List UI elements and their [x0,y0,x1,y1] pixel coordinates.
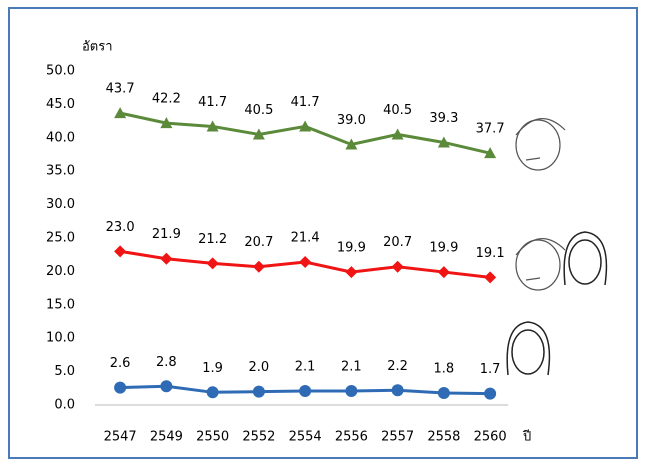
marker [114,245,127,258]
marker [484,271,497,284]
marker [252,128,265,140]
marker [299,384,312,397]
x-tick-label: 2552 [242,430,275,445]
marker [206,386,219,399]
marker [437,136,450,148]
data-label: 2.1 [295,359,316,374]
y-tick-label: 20.0 [46,264,75,279]
data-label: 21.2 [198,232,227,247]
icon-woman [506,231,608,376]
y-tick-label: 40.0 [46,130,75,145]
marker [252,385,265,398]
data-label: 1.8 [434,361,455,376]
data-label: 1.9 [202,361,223,376]
data-label: 19.9 [337,241,366,256]
marker [345,138,358,150]
marker [206,257,219,270]
data-label: 2.8 [156,355,177,370]
marker [299,256,312,269]
y-tick-label: 30.0 [46,197,75,212]
marker [484,387,497,400]
y-tick-label: 25.0 [46,231,75,246]
marker [160,252,173,265]
x-tick-label: 2557 [381,430,414,445]
data-label: 40.5 [244,103,273,118]
x-axis-label: ปี [522,429,531,445]
marker [391,384,404,397]
data-label: 2.6 [110,356,131,371]
marker [345,384,358,397]
marker [345,266,358,279]
marker [391,260,404,273]
marker [114,381,127,394]
x-tick-label: 2554 [289,430,322,445]
marker [114,107,127,119]
marker [160,117,173,129]
y-tick-label: 10.0 [46,331,75,346]
data-label: 37.7 [476,122,505,137]
data-label: 39.3 [429,111,458,126]
y-tick-label: 50.0 [46,64,75,79]
marker [252,260,265,273]
data-label: 20.7 [383,235,412,250]
x-tick-label: 2560 [474,430,507,445]
data-label: 41.7 [198,95,227,110]
data-label: 41.7 [291,95,320,110]
data-label: 40.5 [383,103,412,118]
y-tick-label: 15.0 [46,297,75,312]
data-label: 19.9 [429,241,458,256]
x-tick-label: 2558 [427,430,460,445]
data-label: 2.1 [341,359,362,374]
y-tick-label: 45.0 [46,97,75,112]
data-label: 1.7 [480,362,501,377]
data-label: 19.1 [476,246,505,261]
data-label: 20.7 [244,235,273,250]
marker [391,128,404,140]
data-label: 2.0 [249,360,270,375]
icon-smoker [515,118,566,291]
data-label: 23.0 [106,220,135,235]
y-axis-label: อัตรา [82,40,113,55]
marker [437,266,450,279]
chart-frame [8,7,638,459]
x-tick-label: 2550 [196,430,229,445]
x-tick-label: 2549 [150,430,183,445]
x-tick-label: 2547 [104,430,137,445]
marker [299,120,312,132]
marker [437,386,450,399]
x-tick-label: 2556 [335,430,368,445]
data-label: 39.0 [337,113,366,128]
y-tick-label: 35.0 [46,164,75,179]
y-tick-label: 0.0 [54,398,75,413]
data-label: 42.2 [152,92,181,107]
marker [160,380,173,393]
data-label: 2.2 [387,359,408,374]
marker [206,120,219,132]
data-label: 21.9 [152,227,181,242]
data-label: 43.7 [106,82,135,97]
y-tick-label: 5.0 [54,364,75,379]
data-label: 21.4 [291,231,320,246]
marker [484,147,497,159]
